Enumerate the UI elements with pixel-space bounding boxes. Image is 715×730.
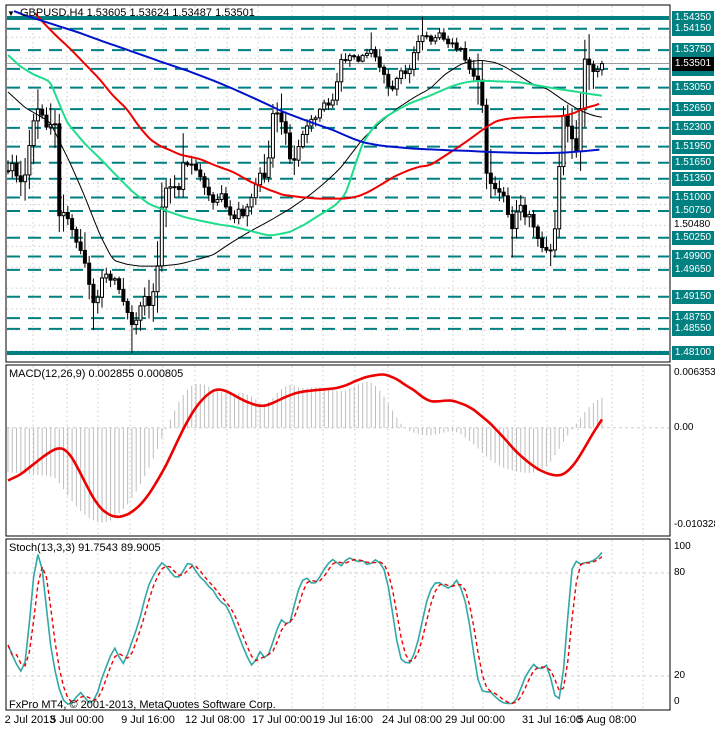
price-level-label: 1.50250 xyxy=(672,231,714,245)
stoch-axis-label: 20 xyxy=(674,670,686,681)
date-axis-label: 31 Jul 16:00 xyxy=(522,714,582,726)
support-resistance-levels xyxy=(7,16,669,355)
stochastic-layer xyxy=(7,551,603,706)
macd-axis-label: 0.006353 xyxy=(674,367,715,378)
price-level-label: 1.53050 xyxy=(672,81,714,95)
price-level-label: 1.52650 xyxy=(672,102,714,116)
macd-layer xyxy=(7,373,604,523)
current-price-label: 1.53501 xyxy=(672,57,714,71)
ma-blue xyxy=(13,10,600,155)
price-level-label: 1.49650 xyxy=(672,263,714,277)
price-axis-tick-label: 1.50480 xyxy=(674,219,711,230)
date-axis-label: 17 Jul 00:00 xyxy=(252,714,312,726)
date-axis-label: 5 Aug 08:00 xyxy=(577,714,637,726)
chart-title-ohlc: GBPUSD,H4 1.53605 1.53624 1.53487 1.5350… xyxy=(20,7,255,19)
price-level-label: 1.51000 xyxy=(672,191,714,205)
macd-signal-line xyxy=(7,373,604,519)
copyright-label: FxPro MT4, © 2001-2013, MetaQuotes Softw… xyxy=(9,699,276,711)
price-level-label: 1.51350 xyxy=(672,172,714,186)
price-level-label: 1.48100 xyxy=(672,346,714,360)
date-axis-label: 2 Jul 2013 xyxy=(4,714,56,726)
macd-axis-label: 0.00 xyxy=(674,422,694,433)
stoch-indicator-label: Stoch(13,3,3) 91.7543 89.9005 xyxy=(9,542,161,554)
price-level-label: 1.52300 xyxy=(672,121,714,135)
stoch-axis-label: 0 xyxy=(674,696,680,707)
price-level-label: 1.49150 xyxy=(672,290,714,304)
stoch-axis-label: 100 xyxy=(674,541,691,552)
stoch-d-line xyxy=(7,556,603,705)
stoch-panel[interactable] xyxy=(5,538,671,711)
date-axis-label: 29 Jul 00:00 xyxy=(445,714,505,726)
panel-frames xyxy=(5,4,671,711)
date-axis-label: 24 Jul 08:00 xyxy=(382,714,442,726)
grid-layer xyxy=(7,6,669,709)
price-level-label: 1.51950 xyxy=(672,140,714,154)
ma-red xyxy=(34,12,600,200)
price-level-label: 1.49900 xyxy=(672,250,714,264)
price-level-label: 1.54350 xyxy=(672,11,714,25)
macd-panel[interactable] xyxy=(5,364,671,537)
macd-indicator-label: MACD(12,26,9) 0.002855 0.000805 xyxy=(9,368,184,380)
price-level-label: 1.50750 xyxy=(672,204,714,218)
date-axis-label: 12 Jul 08:00 xyxy=(185,714,245,726)
date-axis-label: 5 Jul 00:00 xyxy=(50,714,104,726)
candles-layer xyxy=(7,16,604,353)
price-level-label: 1.54150 xyxy=(672,22,714,36)
price-level-label: 1.48750 xyxy=(672,311,714,325)
date-axis-label: 19 Jul 16:00 xyxy=(313,714,373,726)
price-level-label: 1.48550 xyxy=(672,322,714,336)
macd-axis-label: -0.010328 xyxy=(674,519,715,530)
stoch-k-line xyxy=(7,551,603,706)
price-level-label: 1.53750 xyxy=(672,43,714,57)
price-level-label: 1.51650 xyxy=(672,156,714,170)
stoch-axis-label: 80 xyxy=(674,567,686,578)
moving-averages-layer xyxy=(7,10,603,267)
ma-green xyxy=(7,54,603,237)
symbol-marker-icon: ▼ xyxy=(7,9,15,18)
date-axis-label: 9 Jul 16:00 xyxy=(121,714,175,726)
